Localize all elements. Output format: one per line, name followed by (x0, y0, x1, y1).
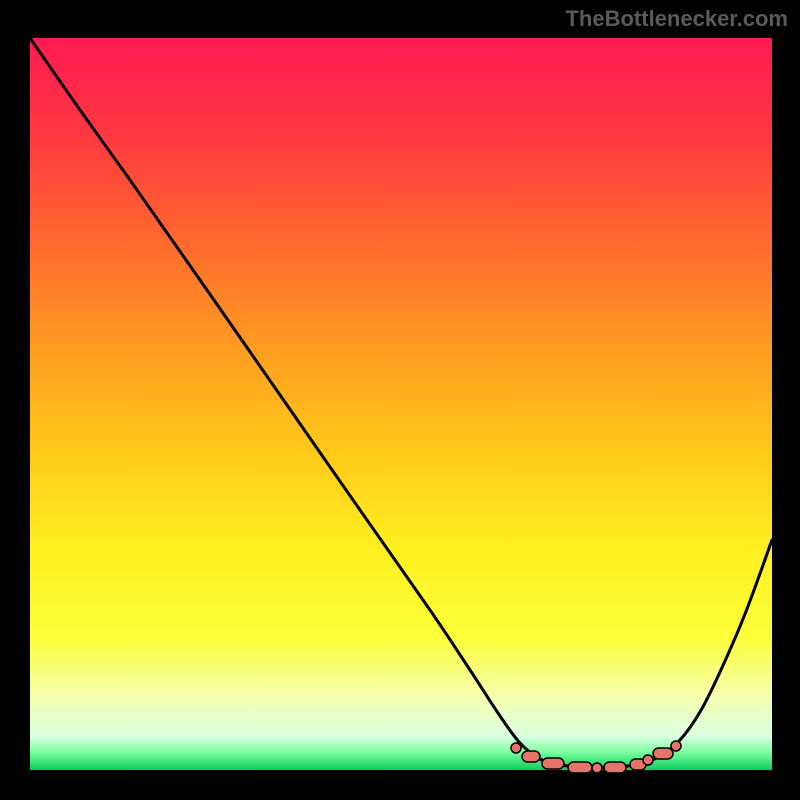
bottleneck-curve-plot (0, 0, 800, 800)
marker-dot (671, 741, 681, 751)
marker-pill (522, 751, 540, 762)
marker-dot (511, 743, 521, 753)
marker-pill (568, 762, 592, 773)
chart-container: TheBottlenecker.com (0, 0, 800, 800)
watermark-text: TheBottlenecker.com (565, 6, 788, 32)
gradient-area (30, 38, 772, 770)
marker-dot (592, 763, 602, 773)
marker-dot (643, 755, 653, 765)
marker-pill (542, 758, 564, 769)
marker-pill (604, 762, 626, 773)
marker-pill (653, 748, 673, 759)
